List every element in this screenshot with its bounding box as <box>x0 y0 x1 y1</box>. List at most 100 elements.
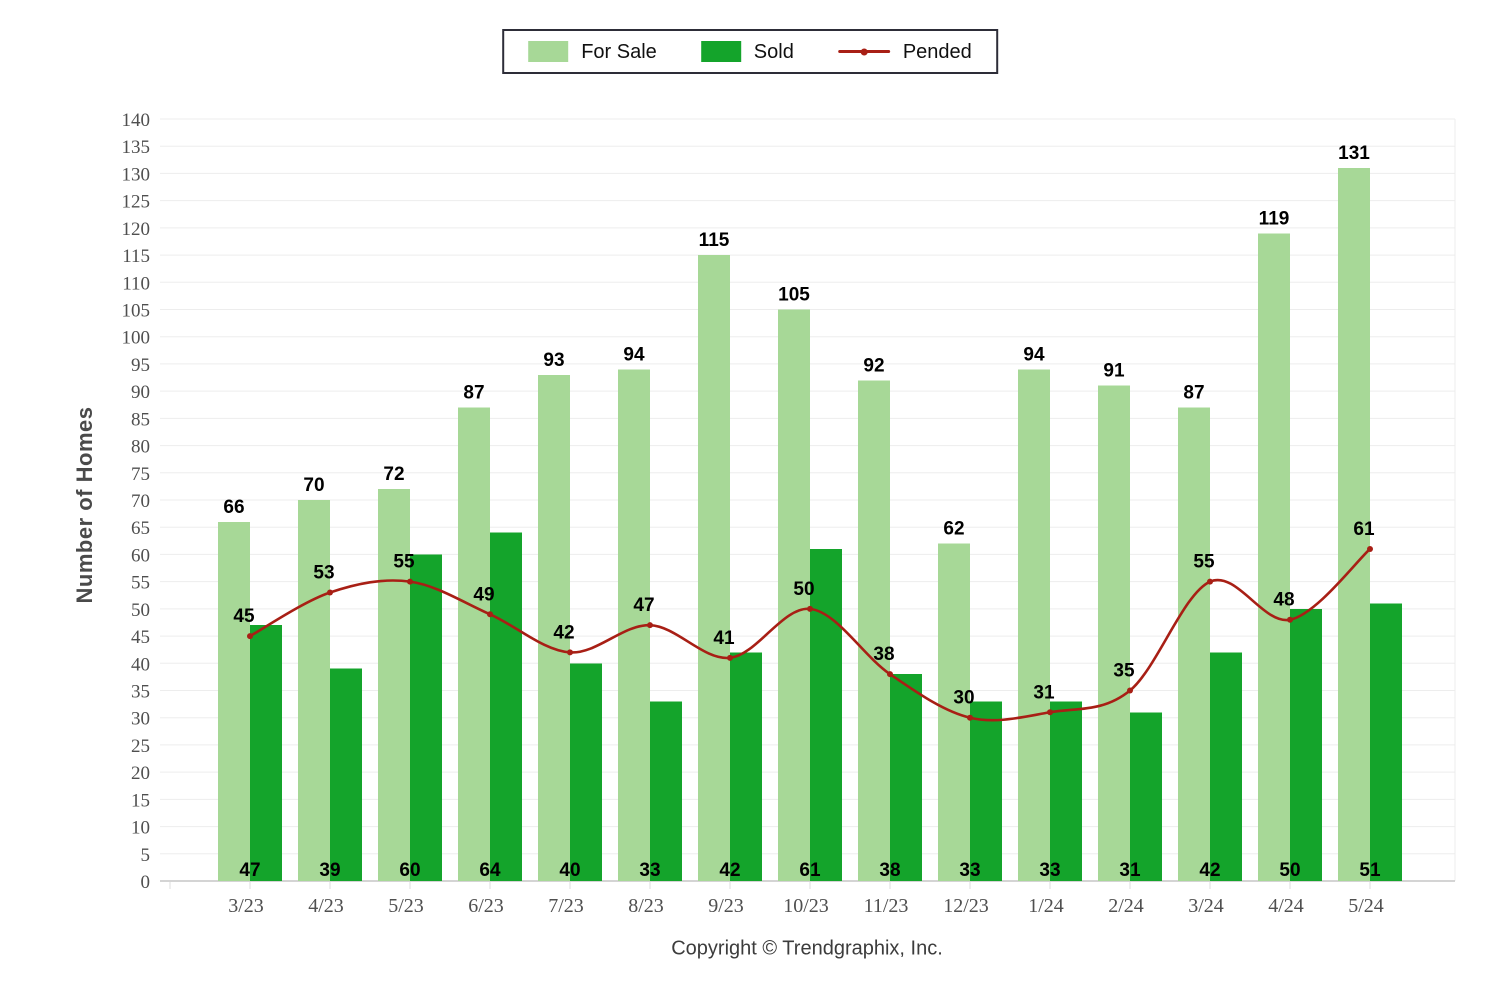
legend-item-pended: Pended <box>837 40 972 63</box>
y-tick-label: 75 <box>131 464 150 485</box>
y-axis-title: Number of Homes <box>72 406 97 604</box>
bar-sold <box>650 701 682 881</box>
bar-sold <box>1290 608 1322 881</box>
y-tick-label: 95 <box>131 355 150 376</box>
bar-sold <box>890 674 922 881</box>
pended-marker <box>1287 616 1293 623</box>
pended-marker <box>727 654 733 661</box>
x-tick-label: 8/23 <box>628 895 664 917</box>
bar-label-for-sale: 87 <box>463 382 484 403</box>
pended-line <box>248 547 1372 722</box>
bar-label-sold: 51 <box>1359 860 1381 881</box>
bar-label-sold: 33 <box>959 860 980 881</box>
bar-for-sale <box>1338 167 1370 881</box>
y-tick-label: 125 <box>122 192 151 213</box>
bar-label-sold: 50 <box>1279 860 1300 881</box>
legend-label-pended: Pended <box>902 40 972 63</box>
pended-label: 41 <box>713 628 735 649</box>
bar-sold <box>1050 701 1082 881</box>
bar-label-for-sale: 62 <box>943 519 964 540</box>
pended-line-icon <box>837 50 890 53</box>
pended-label: 42 <box>553 622 574 643</box>
y-tick-label: 20 <box>131 763 150 784</box>
y-tick-label: 35 <box>131 682 150 703</box>
pended-label: 31 <box>1033 682 1055 703</box>
bar-for-sale <box>1178 407 1210 881</box>
y-tick-label: 140 <box>122 110 151 131</box>
y-tick-label: 5 <box>141 845 151 866</box>
x-tick-label: 9/23 <box>708 895 744 917</box>
y-tick-label: 10 <box>131 818 150 839</box>
bar-sold <box>330 668 362 881</box>
pended-marker <box>487 611 493 618</box>
pended-marker <box>247 633 253 640</box>
bar-label-for-sale: 91 <box>1103 361 1125 382</box>
bar-for-sale <box>698 255 730 882</box>
x-tick-label: 4/23 <box>308 895 344 917</box>
bar-for-sale <box>1098 385 1130 881</box>
bar-sold <box>1370 603 1402 881</box>
pended-label: 50 <box>793 579 814 600</box>
y-tick-label: 60 <box>131 545 150 566</box>
bar-for-sale <box>378 489 410 881</box>
bar-sold <box>810 548 842 881</box>
y-tick-label: 25 <box>131 736 150 757</box>
y-tick-label: 55 <box>131 573 150 594</box>
x-tick-label: 12/23 <box>943 895 989 917</box>
bar-label-sold: 33 <box>639 860 660 881</box>
bar-for-sale <box>538 374 570 881</box>
pended-marker <box>567 649 573 656</box>
bar-label-sold: 60 <box>399 860 420 881</box>
bar-label-sold: 31 <box>1119 860 1141 881</box>
bar-label-sold: 33 <box>1039 860 1060 881</box>
bar-label-for-sale: 70 <box>303 475 324 496</box>
pended-marker <box>1367 545 1373 552</box>
bar-sold <box>730 652 762 881</box>
bar-label-for-sale: 93 <box>543 350 564 371</box>
y-tick-label: 115 <box>122 246 150 267</box>
pended-label: 55 <box>1193 552 1215 573</box>
x-tick-label: 11/23 <box>864 895 909 917</box>
bar-label-for-sale: 72 <box>383 464 404 485</box>
pended-marker <box>1047 709 1053 716</box>
sold-swatch-icon <box>700 41 741 62</box>
y-tick-label: 65 <box>131 518 150 539</box>
y-tick-label: 130 <box>122 164 151 185</box>
y-tick-label: 110 <box>122 273 150 294</box>
bar-label-sold: 61 <box>799 860 821 881</box>
legend-item-for-sale: For Sale <box>528 41 657 62</box>
x-tick-label: 6/23 <box>468 895 504 917</box>
bar-label-for-sale: 87 <box>1183 382 1204 403</box>
bar-label-sold: 39 <box>319 860 340 881</box>
bar-label-sold: 47 <box>239 860 260 881</box>
pended-marker <box>1207 578 1213 585</box>
bar-sold <box>410 554 442 881</box>
pended-marker <box>647 622 653 629</box>
pended-label: 47 <box>633 595 654 616</box>
copyright-text: Copyright © Trendgraphix, Inc. <box>671 937 943 960</box>
pended-label: 45 <box>233 606 255 627</box>
x-tick-label: 3/23 <box>228 895 264 917</box>
x-tick-label: 3/24 <box>1188 895 1224 917</box>
bar-sold <box>1210 652 1242 881</box>
pended-label: 35 <box>1113 661 1135 682</box>
y-tick-label: 70 <box>131 491 150 512</box>
bar-label-for-sale: 94 <box>623 344 645 365</box>
bar-for-sale <box>1018 369 1050 881</box>
for-sale-swatch-icon <box>528 41 569 62</box>
x-tick-label: 4/24 <box>1268 895 1304 917</box>
bar-label-sold: 40 <box>559 860 580 881</box>
pended-label: 55 <box>393 552 415 573</box>
y-tick-label: 40 <box>131 654 150 675</box>
y-tick-label: 30 <box>131 709 150 730</box>
y-tick-label: 135 <box>122 137 151 158</box>
x-tick-label: 2/24 <box>1108 895 1144 917</box>
bar-label-sold: 38 <box>879 860 900 881</box>
bar-for-sale <box>298 500 330 881</box>
bar-label-for-sale: 105 <box>778 285 810 306</box>
y-tick-label: 120 <box>122 219 151 240</box>
pended-marker <box>407 578 413 585</box>
bar-for-sale <box>218 521 250 881</box>
bar-label-for-sale: 66 <box>223 497 244 518</box>
